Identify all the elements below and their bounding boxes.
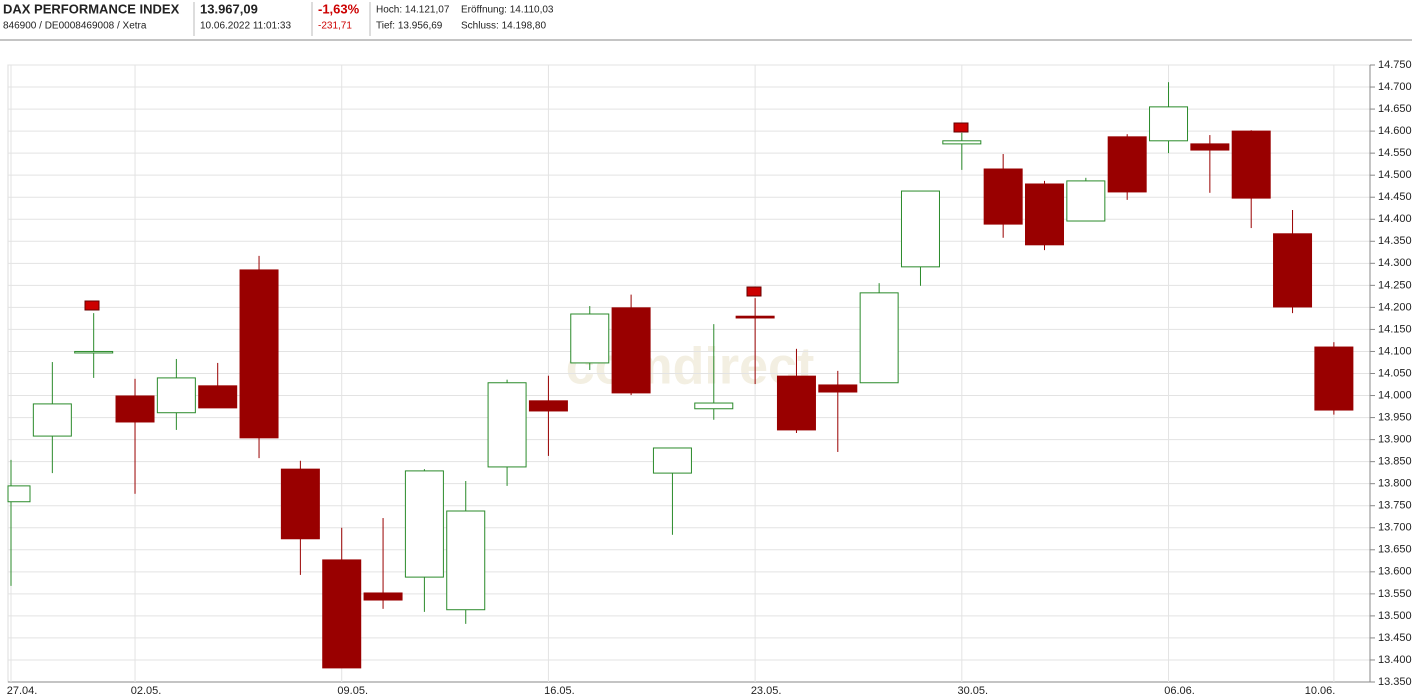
y-tick-label: 13.450 (1378, 632, 1412, 644)
y-tick-label: 13.750 (1378, 500, 1412, 512)
candle-body (239, 269, 279, 439)
price: 13.967,09 (200, 1, 258, 16)
y-tick-label: 14.600 (1378, 125, 1412, 137)
event-marker (84, 300, 100, 311)
candle-body (1149, 106, 1189, 142)
candle-body (32, 403, 72, 437)
x-tick-label: 16.05. (544, 685, 575, 697)
x-tick-label: 06.06. (1164, 685, 1195, 697)
candle-body (818, 384, 858, 393)
event-marker (953, 122, 969, 133)
datetime: 10.06.2022 11:01:33 (200, 21, 291, 32)
candle-body (1190, 143, 1230, 151)
y-tick-label: 13.500 (1378, 610, 1412, 622)
candle-body (7, 485, 31, 503)
y-tick-label: 14.050 (1378, 367, 1412, 379)
y-tick-label: 14.550 (1378, 147, 1412, 159)
candle-body (404, 470, 444, 578)
y-tick-label: 13.700 (1378, 522, 1412, 534)
candle-body (735, 315, 775, 319)
index-name: DAX PERFORMANCE INDEX (3, 1, 180, 16)
candle-body (694, 402, 734, 410)
y-tick-label: 14.750 (1378, 59, 1412, 71)
y-tick-label: 13.950 (1378, 411, 1412, 423)
candle-body (900, 190, 940, 268)
open: Eröffnung: 14.110,03 (461, 5, 554, 16)
candle-body (611, 307, 651, 394)
candle-body (1314, 346, 1354, 411)
candle-body (528, 400, 568, 412)
y-tick-label: 13.600 (1378, 566, 1412, 578)
candle-body (942, 140, 982, 145)
y-tick-label: 13.800 (1378, 478, 1412, 490)
change-pct: -1,63% (318, 1, 360, 16)
candle-body (570, 313, 610, 364)
candle-body (1273, 233, 1313, 308)
candle-body (115, 395, 155, 423)
x-tick-label: 23.05. (751, 685, 782, 697)
candle-body (1107, 136, 1147, 193)
candle-body (446, 510, 486, 611)
candle-body (652, 447, 692, 474)
y-tick-label: 13.550 (1378, 588, 1412, 600)
y-tick-label: 14.000 (1378, 389, 1412, 401)
x-tick-label: 10.06. (1305, 685, 1336, 697)
y-tick-label: 14.400 (1378, 213, 1412, 225)
candle-body (156, 377, 196, 414)
y-tick-label: 13.650 (1378, 544, 1412, 556)
candle-body (280, 468, 320, 540)
y-tick-label: 14.450 (1378, 191, 1412, 203)
y-tick-label: 13.350 (1378, 676, 1412, 688)
candle-body (776, 375, 816, 431)
x-tick-label: 02.05. (131, 685, 162, 697)
y-tick-label: 14.650 (1378, 103, 1412, 115)
close: Schluss: 14.198,80 (461, 21, 546, 32)
candle-body (1231, 130, 1271, 199)
candle-body (322, 559, 362, 669)
y-tick-label: 14.350 (1378, 235, 1412, 247)
x-tick-label: 30.05. (958, 685, 989, 697)
candle-body (74, 350, 114, 354)
y-tick-label: 13.400 (1378, 654, 1412, 666)
candle-body (363, 592, 403, 601)
y-tick-label: 14.250 (1378, 279, 1412, 291)
y-tick-label: 13.850 (1378, 456, 1412, 468)
candle-body (1025, 183, 1064, 246)
candle-body (983, 168, 1023, 225)
x-tick-label: 09.05. (337, 685, 368, 697)
low: Tief: 13.956,69 (376, 21, 443, 32)
index-id: 846900 / DE0008469008 / Xetra (3, 21, 147, 32)
x-tick-label: 27.04. (7, 685, 38, 697)
high: Hoch: 14.121,07 (376, 5, 450, 16)
candle-body (198, 385, 238, 409)
candle-body (1066, 180, 1106, 222)
y-tick-label: 14.100 (1378, 345, 1412, 357)
y-tick-label: 14.200 (1378, 301, 1412, 313)
y-tick-label: 14.300 (1378, 257, 1412, 269)
y-tick-label: 13.900 (1378, 434, 1412, 446)
candle-body (859, 292, 899, 384)
event-marker (746, 286, 762, 297)
y-tick-label: 14.150 (1378, 323, 1412, 335)
y-tick-label: 14.500 (1378, 169, 1412, 181)
change-abs: -231,71 (318, 21, 352, 32)
y-tick-label: 14.700 (1378, 81, 1412, 93)
candle-body (487, 382, 527, 468)
